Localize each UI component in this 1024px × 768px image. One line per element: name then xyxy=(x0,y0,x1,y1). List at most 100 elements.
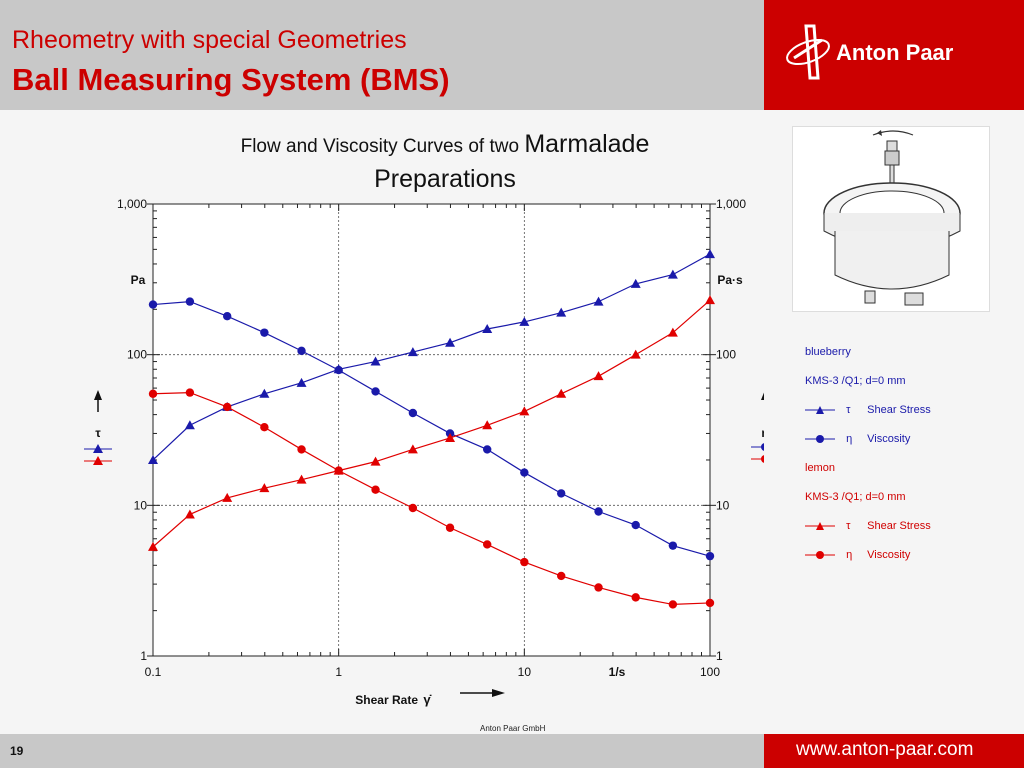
x-axis-label: Shear Rate xyxy=(355,693,418,707)
legend-tau: τ xyxy=(846,404,851,416)
legend-blueberry-viscosity: η Viscosity xyxy=(805,433,910,445)
data-point-triangle xyxy=(296,474,307,484)
data-point-circle xyxy=(371,485,380,494)
x-unit-label: 1/s xyxy=(609,665,626,679)
data-point-triangle xyxy=(705,249,715,259)
y-left-unit: Pa xyxy=(131,273,146,287)
data-point-triangle xyxy=(667,269,678,279)
y-right-tick-label: 100 xyxy=(716,348,736,362)
copyright-text: Anton Paar GmbH xyxy=(480,724,546,733)
left-axis-symbol: τ xyxy=(95,426,101,440)
series-line-3 xyxy=(152,392,711,606)
legend-lemon-system: KMS-3 /Q1; d=0 mm xyxy=(805,491,906,503)
data-point-circle xyxy=(223,402,232,412)
right-axis-symbol: η xyxy=(761,426,764,440)
x-tick-label: 0.1 xyxy=(145,665,162,679)
anton-paar-logo-icon xyxy=(786,24,830,80)
legend-red-circle-icon xyxy=(805,551,835,560)
data-point-triangle xyxy=(222,492,233,502)
left-axis-arrow-head xyxy=(94,390,102,400)
slide-title: Rheometry with special Geometries xyxy=(12,26,407,54)
data-point-triangle xyxy=(148,454,158,464)
data-point-circle xyxy=(705,598,715,608)
data-point-triangle xyxy=(370,356,381,366)
right-axis-key-circle xyxy=(761,443,764,451)
brand-name: Anton Paar xyxy=(836,40,954,65)
data-point-triangle xyxy=(370,456,381,466)
legend-label: Viscosity xyxy=(867,549,911,561)
ball-measuring-system-image xyxy=(792,126,990,312)
y-left-tick-label: 100 xyxy=(127,348,147,362)
data-point-triangle xyxy=(445,432,456,442)
legend-blue-triangle-icon xyxy=(805,406,835,415)
legend-red-triangle-icon xyxy=(805,522,835,531)
x-axis-arrow-head xyxy=(492,689,505,697)
y-left-tick-label: 10 xyxy=(134,498,148,512)
brand-box: Anton Paar xyxy=(764,0,1024,110)
data-point-circle xyxy=(260,423,269,432)
data-point-triangle xyxy=(407,347,418,357)
chart-title: Flow and Viscosity Curves of two Marmala… xyxy=(180,128,710,194)
slide-subtitle: Ball Measuring System (BMS) xyxy=(12,62,450,97)
footer-brand-box xyxy=(764,734,1024,768)
series-line-1 xyxy=(152,300,711,557)
data-point-triangle xyxy=(184,420,195,430)
page-number: 19 xyxy=(10,744,24,758)
legend-blueberry-system: KMS-3 /Q1; d=0 mm xyxy=(805,375,906,387)
data-point-triangle xyxy=(296,377,307,387)
data-point-triangle xyxy=(667,327,678,337)
data-point-circle xyxy=(483,445,492,454)
data-point-circle xyxy=(520,557,529,567)
bms-device-illustration xyxy=(823,130,961,306)
data-point-circle xyxy=(185,297,195,306)
left-axis-key-triangle xyxy=(93,444,103,453)
data-point-triangle xyxy=(556,388,567,398)
data-point-circle xyxy=(334,466,343,475)
data-point-triangle xyxy=(482,420,493,430)
data-point-triangle xyxy=(630,349,641,359)
data-point-circle xyxy=(705,551,715,561)
data-point-circle xyxy=(557,489,566,498)
legend-blueberry-shear-stress: τ Shear Stress xyxy=(805,404,931,416)
data-point-circle xyxy=(520,468,529,477)
x-axis-symbol: γ̇ xyxy=(423,692,431,707)
legend-blueberry-title: blueberry xyxy=(805,346,851,358)
flow-viscosity-chart: 0.1 1 10 100 1 1 10 10 100 100 1,000 1,000 Pa Pa·s 1/s… xyxy=(84,197,764,707)
chart-title-part2: Marmalade xyxy=(524,130,650,158)
data-point-circle xyxy=(148,300,158,309)
data-point-triangle xyxy=(705,295,715,305)
data-point-circle xyxy=(445,523,455,532)
website-link[interactable]: www.anton-paar.com xyxy=(796,739,974,760)
data-point-circle xyxy=(371,387,380,396)
y-right-tick-label: 10 xyxy=(716,498,730,512)
data-point-triangle xyxy=(407,444,418,454)
data-point-circle xyxy=(668,541,678,550)
x-tick-label: 100 xyxy=(700,665,720,679)
data-point-triangle xyxy=(148,541,158,551)
data-point-circle xyxy=(185,388,195,397)
data-point-circle xyxy=(408,408,418,418)
right-axis-key-circle xyxy=(761,455,764,463)
data-point-circle xyxy=(260,328,269,337)
legend-lemon-title: lemon xyxy=(805,462,835,474)
x-tick-label: 10 xyxy=(518,665,532,679)
series-line-0 xyxy=(152,253,711,461)
legend-blue-circle-icon xyxy=(805,435,835,444)
data-point-triangle xyxy=(259,388,270,398)
data-point-circle xyxy=(483,540,492,549)
data-point-circle xyxy=(594,507,603,516)
data-point-circle xyxy=(557,571,566,581)
data-point-circle xyxy=(668,600,678,609)
series-line-2 xyxy=(152,299,711,548)
legend-eta: η xyxy=(846,433,853,445)
legend-lemon-shear-stress: τ Shear Stress xyxy=(805,520,931,532)
legend-tau: τ xyxy=(846,520,851,532)
chart-title-part3: Preparations xyxy=(374,165,516,193)
y-left-tick-label: 1,000 xyxy=(117,197,147,211)
data-point-triangle xyxy=(519,316,530,326)
data-point-circle xyxy=(631,520,640,530)
data-point-triangle xyxy=(482,324,493,334)
data-point-circle xyxy=(223,312,232,321)
data-point-triangle xyxy=(519,406,530,416)
chart-title-part1: Flow and Viscosity Curves of two xyxy=(240,136,525,157)
